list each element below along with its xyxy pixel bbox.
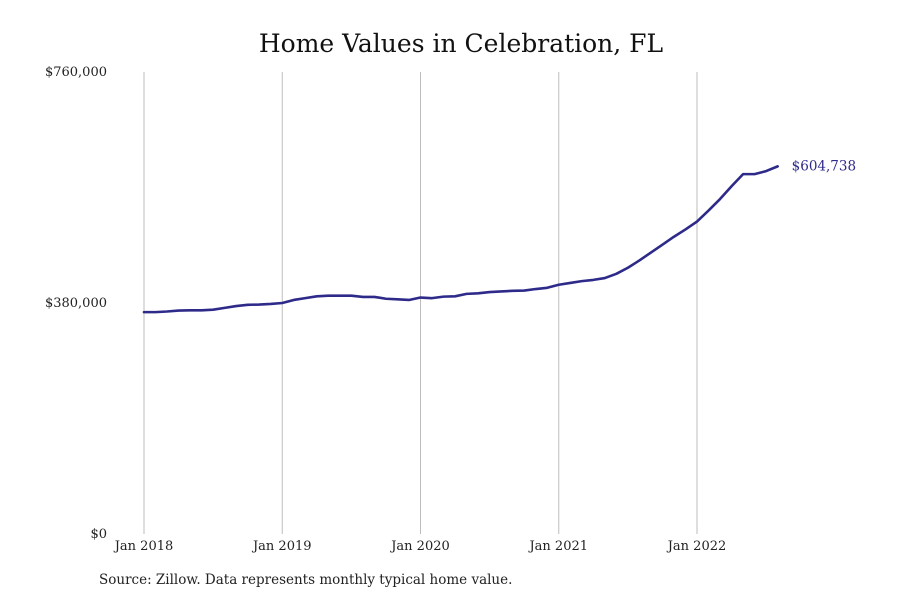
x-tick-label: Jan 2021 [527,539,588,554]
x-tick-label: Jan 2022 [666,539,727,554]
source-note: Source: Zillow. Data represents monthly … [99,572,513,588]
y-tick-label: $380,000 [45,296,107,311]
x-tick-label: Jan 2018 [113,539,174,554]
y-tick-label: $760,000 [45,65,107,80]
y-axis-ticks: $0 $380,000 $760,000 [45,65,107,542]
grid-lines [143,72,698,534]
x-tick-label: Jan 2020 [389,539,450,554]
series-line-0 [142,165,779,314]
annotations: $604,738 [792,158,856,174]
end-value-label: $604,738 [792,158,856,174]
x-axis-ticks: Jan 2018 Jan 2019 Jan 2020 Jan 2021 Jan 2022 [113,539,727,554]
x-tick-label: Jan 2019 [251,539,312,554]
chart-title: Home Values in Celebration, FL [259,29,663,58]
y-tick-label: $0 [90,527,107,542]
series-group [142,165,779,314]
